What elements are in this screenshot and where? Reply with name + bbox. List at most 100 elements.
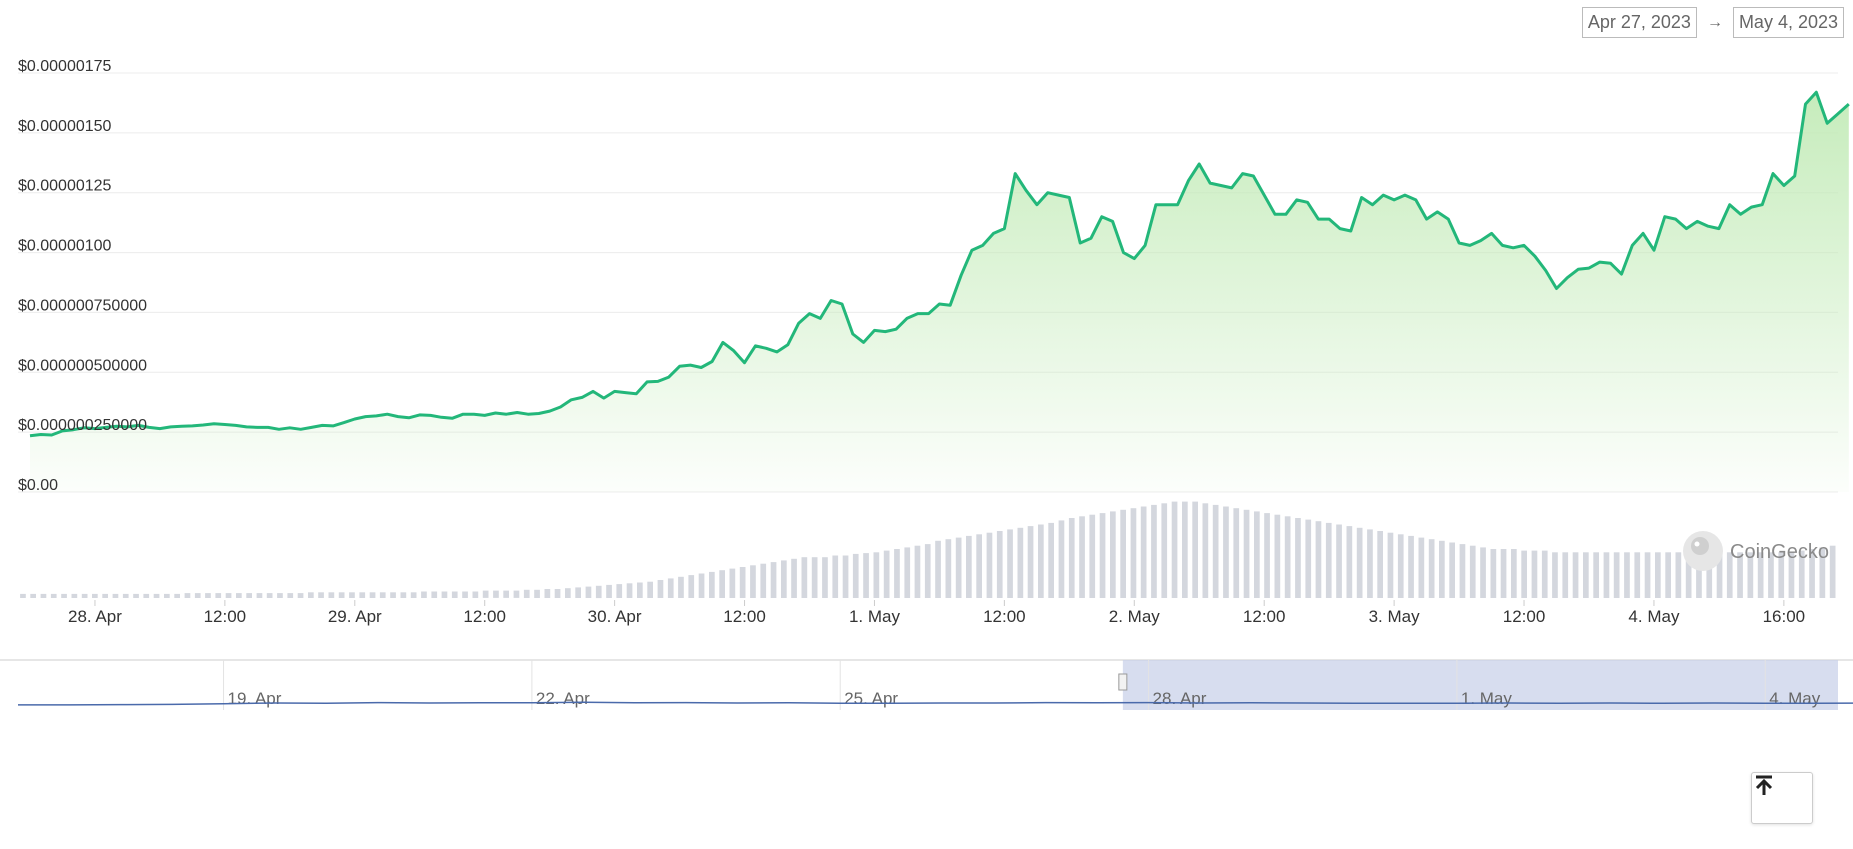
- volume-bar: [40, 593, 47, 598]
- volume-bar: [1644, 552, 1651, 598]
- volume-bar: [1747, 552, 1754, 598]
- volume-bar: [1552, 552, 1558, 598]
- volume-bar: [1182, 501, 1188, 598]
- date-from-field[interactable]: Apr 27, 2023: [1581, 7, 1697, 38]
- volume-bar: [595, 585, 602, 599]
- volume-bar: [575, 587, 581, 598]
- x-tick-label: 12:00: [723, 607, 766, 626]
- coingecko-watermark: CoinGecko: [1683, 531, 1829, 571]
- volume-bar: [1675, 552, 1682, 598]
- date-to-field[interactable]: May 4, 2023: [1732, 7, 1844, 38]
- x-tick-label: 12:00: [204, 607, 247, 626]
- volume-bar: [1655, 552, 1661, 598]
- volume-bar: [256, 593, 263, 598]
- volume-bar: [781, 560, 787, 598]
- volume-bar: [400, 592, 407, 598]
- volume-bar: [565, 588, 571, 598]
- navigator-selection[interactable]: [1122, 660, 1838, 710]
- volume-bar: [513, 590, 520, 598]
- navigator-tick-label: 1. May: [1461, 689, 1513, 708]
- price-area-fill: [30, 92, 1849, 492]
- volume-bar: [174, 593, 180, 598]
- volume-bar: [986, 532, 993, 598]
- volume-bar: [760, 563, 767, 598]
- volume-bar: [1305, 519, 1312, 598]
- volume-bar: [966, 535, 972, 598]
- x-tick-label: 29. Apr: [328, 607, 382, 626]
- volume-bar: [1685, 552, 1692, 598]
- volume-bar: [1284, 516, 1291, 598]
- volume-bar: [431, 591, 438, 598]
- navigator-tick-label: 28. Apr: [1153, 689, 1207, 708]
- volume-bar: [1798, 550, 1805, 598]
- volume-bar: [1058, 520, 1065, 598]
- navigator-tick-label: 22. Apr: [536, 689, 590, 708]
- volume-bar: [770, 562, 777, 598]
- volume-bar: [1541, 550, 1548, 598]
- navigator[interactable]: 19. Apr 22. Apr 25. Apr 28. Apr 1. May 4. May: [0, 659, 1853, 710]
- volume-bar: [863, 553, 869, 598]
- volume-bar: [544, 589, 551, 598]
- volume-bar: [1428, 539, 1435, 598]
- volume-bar: [1819, 547, 1826, 598]
- volume-bar: [647, 581, 653, 598]
- navigator-tick-label: 19. Apr: [228, 689, 282, 708]
- volume-bar: [30, 593, 36, 598]
- volume-bar: [1418, 537, 1425, 598]
- volume-bars: [20, 501, 1836, 599]
- volume-bar: [164, 593, 170, 598]
- volume-bar: [1778, 552, 1785, 598]
- volume-bar: [297, 593, 304, 598]
- volume-bar: [441, 591, 448, 598]
- volume-bar: [523, 589, 530, 598]
- volume-bar: [112, 593, 119, 598]
- volume-bar: [1315, 521, 1322, 598]
- volume-bar: [1223, 506, 1229, 598]
- x-tick-label: 4. May: [1628, 607, 1680, 626]
- volume-bar: [1665, 552, 1671, 598]
- volume-bar: [1017, 527, 1024, 598]
- volume-bar: [1603, 552, 1610, 598]
- volume-bar: [1048, 522, 1054, 598]
- volume-bar: [914, 545, 921, 598]
- x-tick-label: 12:00: [1243, 607, 1286, 626]
- y-tick-label: $0.000000750000: [18, 297, 147, 314]
- volume-bar: [1788, 552, 1795, 598]
- x-axis-labels: 28. Apr 12:00 29. Apr 12:00 30. Apr 12:00 1. M…: [68, 600, 1805, 626]
- volume-bar: [153, 593, 160, 598]
- volume-bar: [585, 586, 592, 598]
- y-tick-label: $0.000000250000: [18, 417, 147, 434]
- volume-bar: [215, 593, 222, 598]
- volume-bar: [842, 555, 849, 598]
- volume-bar: [976, 534, 982, 598]
- y-tick-label: $0.000000500000: [18, 357, 147, 374]
- navigator-handle-left[interactable]: [1118, 673, 1128, 691]
- volume-bar: [236, 593, 242, 598]
- price-area-layer: [29, 90, 1850, 492]
- volume-bar: [904, 547, 911, 598]
- volume-bar: [1367, 529, 1373, 598]
- volume-bar: [1459, 544, 1466, 598]
- volume-bar: [1068, 518, 1075, 598]
- navigator-line: [18, 701, 1853, 706]
- volume-bar: [955, 537, 962, 598]
- volume-bar: [852, 553, 859, 598]
- volume-bar: [338, 592, 345, 598]
- volume-bar: [1356, 527, 1363, 598]
- volume-bar: [1634, 552, 1641, 598]
- y-tick-label: $0.00000175: [18, 58, 112, 75]
- volume-bar: [1171, 501, 1178, 598]
- volume-bar: [1089, 514, 1096, 598]
- volume-bar: [50, 593, 57, 598]
- volume-bar: [719, 570, 725, 598]
- volume-bar: [92, 593, 98, 598]
- volume-bar: [1726, 552, 1733, 598]
- navigator-tick-label: 25. Apr: [844, 689, 898, 708]
- volume-bar: [266, 593, 273, 598]
- volume-bar: [1408, 535, 1414, 598]
- volume-bar: [667, 578, 674, 598]
- volume-bar: [379, 592, 386, 598]
- volume-bar: [71, 593, 78, 598]
- volume-bar: [534, 589, 540, 598]
- scroll-to-top-button[interactable]: [1751, 772, 1813, 824]
